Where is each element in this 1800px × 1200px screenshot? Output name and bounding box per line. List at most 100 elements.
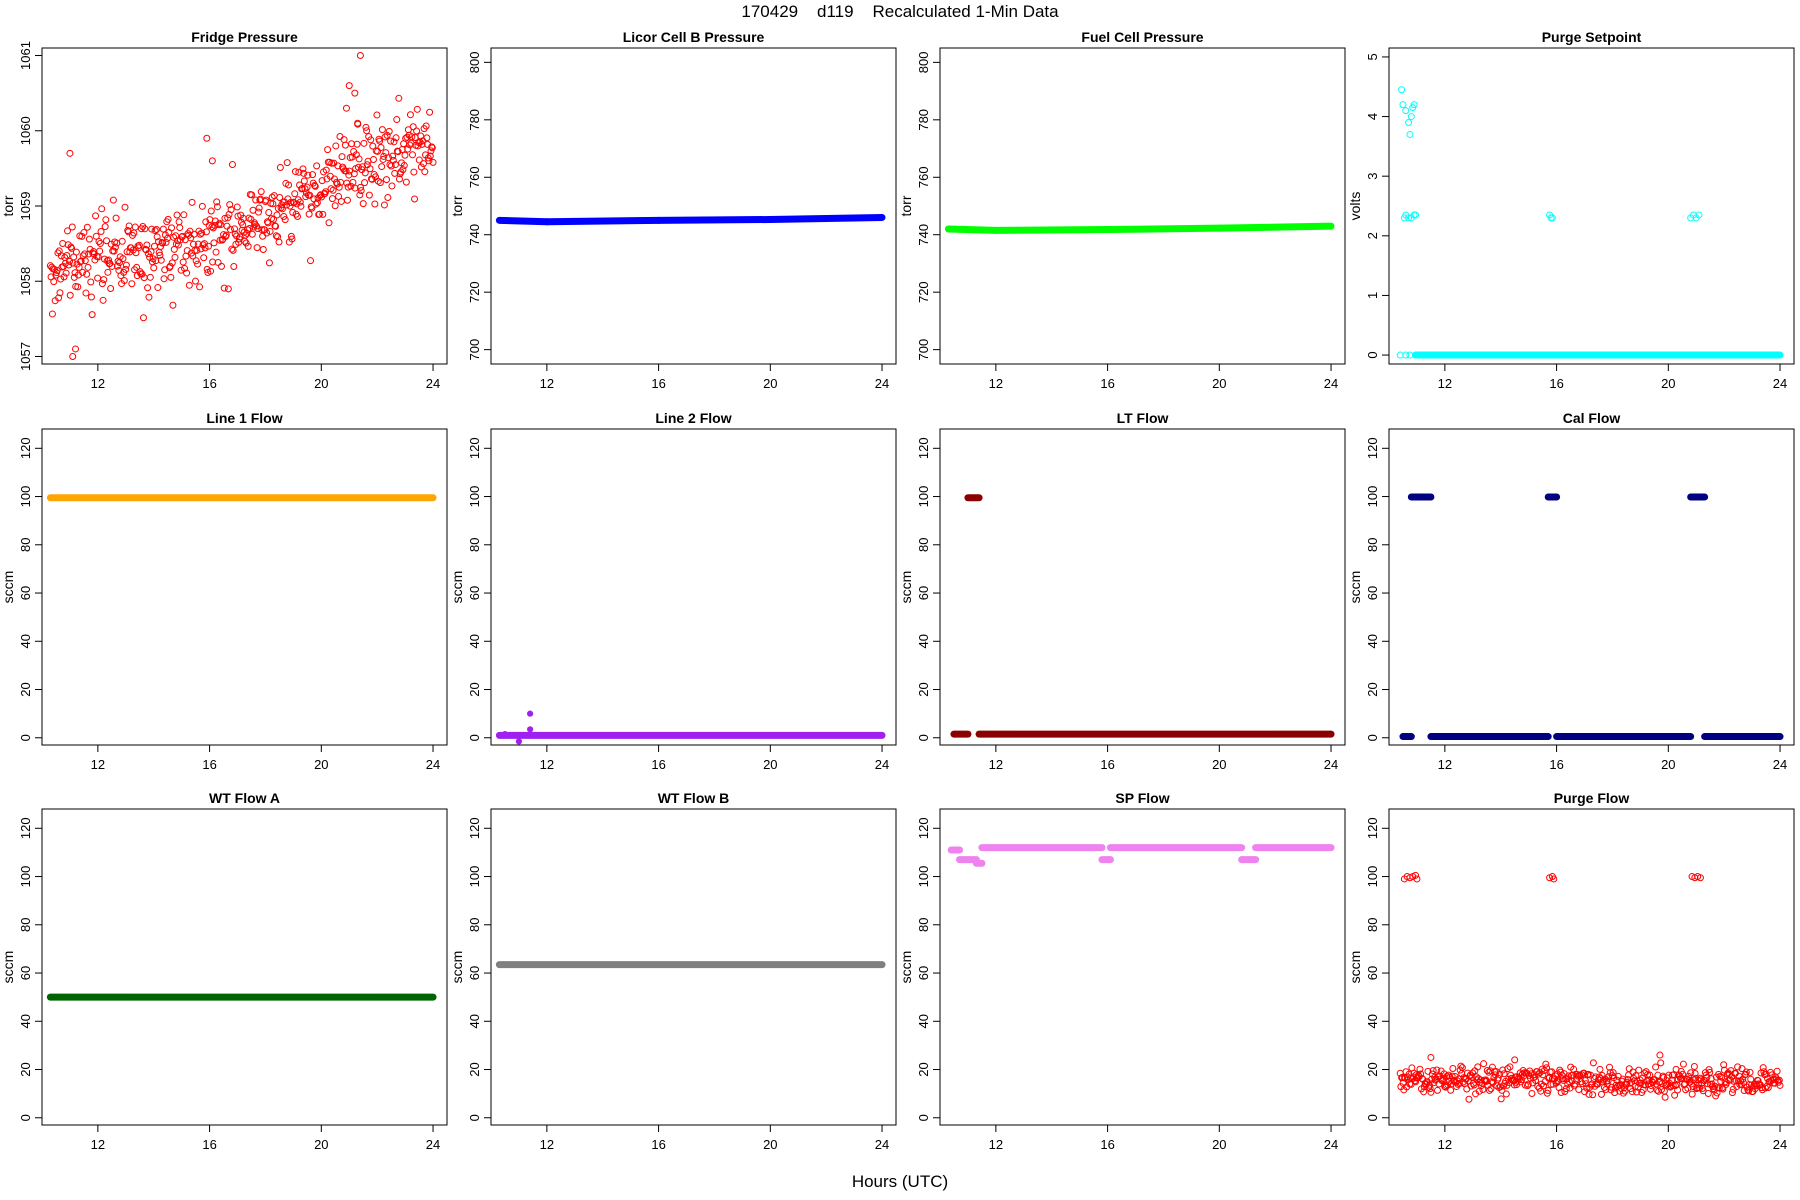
- y-tick-label: 40: [1365, 634, 1380, 648]
- panel-title: Licor Cell B Pressure: [623, 29, 765, 45]
- y-tick-label: 40: [916, 1014, 931, 1028]
- data-point: [413, 127, 421, 135]
- data-point: [1540, 1082, 1548, 1090]
- data-point: [88, 311, 96, 319]
- data-point: [291, 190, 299, 198]
- data-point: [164, 215, 172, 223]
- plot-frame: [490, 428, 897, 746]
- x-tick-label: 16: [202, 757, 216, 772]
- data-point: [402, 178, 410, 186]
- data-point: [145, 293, 153, 301]
- data-point: [1469, 1069, 1477, 1077]
- x-tick-label: 24: [875, 376, 889, 391]
- data-point: [1580, 1069, 1588, 1077]
- data-point: [425, 157, 433, 165]
- y-axis-label: sccm: [898, 951, 914, 984]
- data-point: [144, 284, 152, 292]
- data-point: [378, 126, 386, 134]
- data-point: [50, 278, 58, 286]
- data-point: [1596, 1065, 1604, 1073]
- data-point: [150, 264, 158, 272]
- y-tick-label: 80: [467, 538, 482, 552]
- data-point: [387, 137, 395, 145]
- x-tick-label: 20: [1212, 376, 1226, 391]
- data-point: [1728, 1089, 1736, 1097]
- data-point: [207, 267, 215, 275]
- data-point: [66, 149, 74, 157]
- data-point: [355, 155, 363, 163]
- data-point: [373, 111, 381, 119]
- y-tick-label: 120: [1365, 437, 1380, 459]
- data-point: [227, 206, 235, 214]
- data-point: [1612, 1081, 1620, 1089]
- panel-title: WT Flow B: [658, 790, 730, 806]
- y-tick-label: 100: [467, 486, 482, 508]
- data-point: [180, 211, 188, 219]
- data-point: [212, 248, 220, 256]
- data-point: [1447, 1086, 1455, 1094]
- data-point: [128, 280, 136, 288]
- data-point: [308, 204, 316, 212]
- data-point: [408, 151, 416, 159]
- data-point: [273, 211, 281, 219]
- data-point: [399, 166, 407, 174]
- data-point: [378, 163, 386, 171]
- data-point: [304, 171, 312, 179]
- data-point: [148, 225, 156, 233]
- panel-title: Cal Flow: [1563, 410, 1621, 426]
- y-tick-label: 3: [1365, 173, 1380, 180]
- data-point: [365, 191, 373, 199]
- data-point: [395, 94, 403, 102]
- data-point: [109, 196, 117, 204]
- data-point: [307, 257, 315, 265]
- data-point: [71, 269, 79, 277]
- data-point: [231, 225, 239, 233]
- y-tick-label: 120: [467, 817, 482, 839]
- data-point: [291, 168, 299, 176]
- panel-cal-flow: Cal Flow 12 16 20 24 0 20 40 60 80 100 120 sccm: [1347, 410, 1795, 772]
- y-tick-label: 40: [467, 1014, 482, 1028]
- data-point: [138, 270, 146, 278]
- data-point: [196, 283, 204, 291]
- data-point: [343, 179, 351, 187]
- panel-sp-flow: SP Flow 12 16 20 24 0 20 40 60 80 100 120 sccm: [898, 790, 1346, 1152]
- data-point: [311, 182, 319, 190]
- data-point: [1621, 1087, 1629, 1095]
- x-tick-label: 16: [1100, 376, 1114, 391]
- data-point: [258, 226, 266, 234]
- data-point: [1625, 1065, 1633, 1073]
- data-point: [1405, 119, 1413, 127]
- data-point: [283, 159, 291, 167]
- plot-frame: [41, 808, 448, 1126]
- y-axis-label: sccm: [449, 951, 465, 984]
- panel-wt-flow-a: WT Flow A 12 16 20 24 0 20 40 60 80 100 120 sccm: [0, 790, 448, 1152]
- data-point: [363, 127, 371, 135]
- data-point: [141, 225, 149, 233]
- data-point: [361, 169, 369, 177]
- data-point: [1418, 1075, 1426, 1083]
- series-line-2-flow: [495, 710, 886, 745]
- data-point: [1449, 1065, 1457, 1073]
- data-point: [328, 195, 336, 203]
- data-point: [324, 146, 332, 154]
- data-point: [135, 241, 143, 249]
- data-point: [192, 277, 200, 285]
- data-point: [159, 239, 167, 247]
- y-tick-label: 120: [916, 817, 931, 839]
- y-tick-label: 0: [916, 1114, 931, 1121]
- x-tick-label: 12: [989, 376, 1003, 391]
- plot-frame: [939, 47, 1346, 365]
- data-point: [295, 168, 303, 176]
- data-point: [1761, 1084, 1769, 1092]
- y-axis-label: volts: [1347, 192, 1363, 221]
- data-band: [1215, 222, 1335, 232]
- y-tick-label: 100: [916, 866, 931, 888]
- y-tick-label: 80: [1365, 918, 1380, 932]
- panel-title: Line 2 Flow: [655, 410, 731, 426]
- data-point: [1399, 101, 1407, 109]
- y-tick-label: 20: [18, 1062, 33, 1076]
- data-point: [269, 200, 277, 208]
- data-point: [175, 218, 183, 226]
- series-purge-setpoint: [1396, 86, 1784, 359]
- data-point: [162, 238, 170, 246]
